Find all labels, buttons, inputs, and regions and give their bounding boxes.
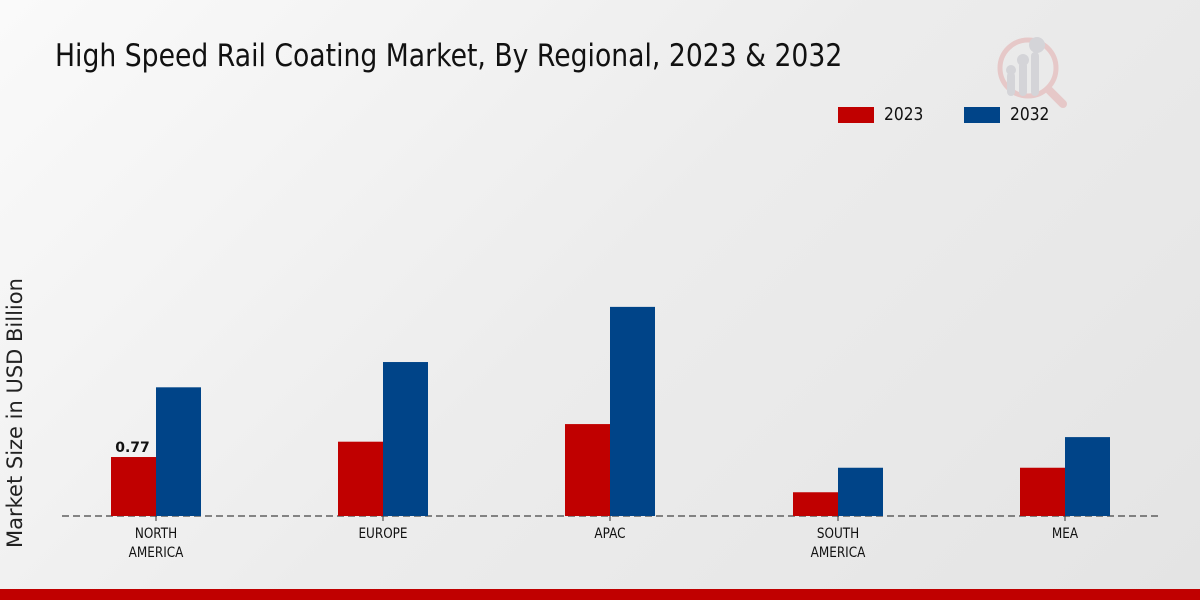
bar-2023-apac	[565, 424, 610, 516]
bar-2023-south-america	[793, 492, 838, 516]
bar-2032-europe	[383, 362, 428, 516]
legend-label-2023: 2023	[884, 104, 924, 125]
legend-swatch-2032	[963, 106, 1000, 123]
legend-swatch-2023	[838, 106, 874, 123]
bar-2032-mea	[1065, 437, 1110, 516]
bar-2032-apac	[610, 306, 655, 516]
x-tick-label: NORTH AMERICA	[129, 526, 184, 561]
footer-bar	[0, 589, 1200, 600]
legend-item-2032: 2032	[963, 104, 1056, 125]
legend-label-2032: 2032	[1009, 104, 1050, 125]
bar-2032-north-america	[156, 387, 201, 516]
bar-2023-north-america	[111, 457, 156, 516]
bar-2023-europe	[338, 441, 383, 516]
bar-2023-mea	[1020, 467, 1065, 516]
data-label: 0.77	[115, 440, 150, 456]
x-tick-label: EUROPE	[358, 526, 407, 542]
chart-title: High Speed Rail Coating Market, By Regio…	[55, 38, 843, 74]
legend: 2023 2032	[838, 104, 1056, 125]
x-tick-label: APAC	[594, 526, 625, 542]
x-tick-label: MEA	[1052, 526, 1078, 542]
legend-item-2023: 2023	[838, 104, 930, 125]
bar-2032-south-america	[838, 467, 883, 516]
x-tick-label: SOUTH AMERICA	[811, 526, 866, 561]
magnifier-bar-chart-icon	[997, 37, 1067, 108]
